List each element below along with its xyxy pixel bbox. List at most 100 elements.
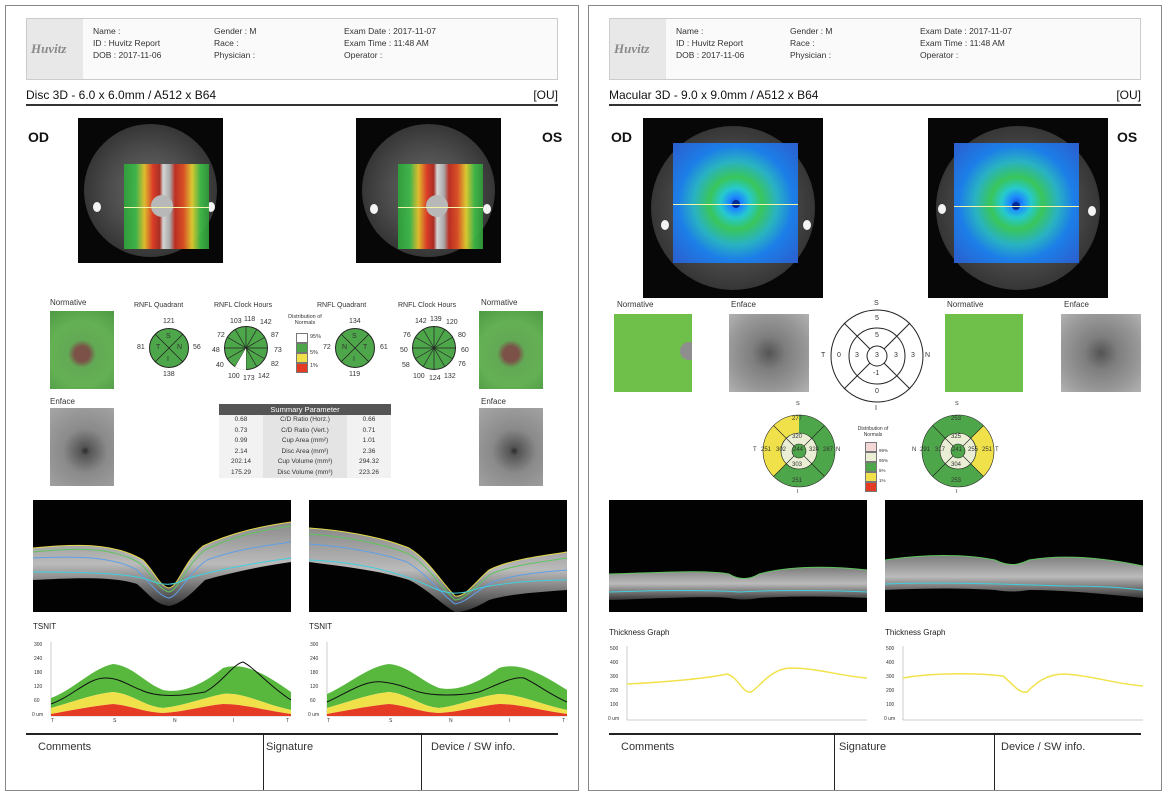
od-enface-image	[50, 408, 114, 486]
os-normative-map	[479, 311, 543, 389]
report-footer: Comments Signature Device / SW info.	[26, 733, 558, 790]
ou-label: [OU]	[1116, 88, 1141, 102]
table-row: 202.14 Cup Volume (mm³) 294.32	[219, 457, 391, 468]
patient-id: ID : Huvitz Report	[93, 38, 161, 48]
logo-box: Huvitz	[610, 19, 666, 79]
od-thickness-graph	[609, 644, 867, 726]
od-rnfl-quadrant-chart: S T N I	[149, 328, 189, 368]
table-row: 0.73 C/D Ratio (Vert.) 0.71	[219, 425, 391, 436]
os-rnfl-quadrant-title: RNFL Quadrant	[317, 302, 367, 309]
comments-label: Comments	[38, 741, 92, 753]
od-etdrs-thickness-map: S 277 320 T 251 302 244 324 287 N 303 25…	[753, 401, 841, 495]
od-tsnit-graph	[33, 638, 291, 720]
od-rnfl-clock-chart	[224, 326, 268, 370]
patient-gender: Gender : M	[790, 26, 833, 36]
exam-date: Exam Date : 2017-11-07	[920, 26, 1012, 36]
patient-gender: Gender : M	[214, 26, 257, 36]
exam-time: Exam Time : 11:48 AM	[344, 38, 429, 48]
os-enface-image	[1061, 314, 1141, 392]
ou-label: [OU]	[533, 88, 558, 102]
table-row: 0.68 C/D Ratio (Horz.) 0.66	[219, 415, 391, 426]
signature-label: Signature	[839, 741, 887, 753]
distribution-legend-title: Distribution of Normals	[288, 314, 322, 326]
legend-99	[865, 442, 877, 452]
os-enface-image	[479, 408, 543, 486]
os-label: OS	[1117, 129, 1138, 145]
od-fundus-image	[78, 118, 223, 263]
od-label: OD	[611, 129, 632, 145]
exam-info: Exam Date : 2017-11-07 Exam Time : 11:48…	[344, 25, 436, 61]
os-thickness-graph	[885, 644, 1143, 726]
patient-info: Name : ID : Huvitz Report DOB : 2017-11-…	[93, 25, 161, 61]
scan-title-bar: Macular 3D - 9.0 x 9.0mm / A512 x B64 [O…	[609, 86, 1141, 106]
os-rnfl-quadrant-chart: S N T I	[335, 328, 375, 368]
od-enface-image	[729, 314, 809, 392]
legend-95	[296, 333, 308, 343]
legend-5	[865, 462, 877, 472]
physician: Physician :	[790, 50, 832, 60]
exam-date: Exam Date : 2017-11-07	[344, 26, 436, 36]
summary-title: Summary Parameter	[219, 404, 391, 415]
operator: Operator :	[344, 50, 383, 60]
operator: Operator :	[920, 50, 959, 60]
patient-dob: DOB : 2017-11-06	[93, 50, 162, 60]
os-fundus-image	[928, 118, 1108, 298]
os-bscan-image	[885, 500, 1143, 612]
od-enface-label: Enface	[731, 300, 756, 309]
comments-label: Comments	[621, 741, 675, 753]
table-row: 2.14 Disc Area (mm²) 2.36	[219, 446, 391, 457]
patient-id: ID : Huvitz Report	[676, 38, 744, 48]
od-label: OD	[28, 129, 49, 145]
exam-info: Exam Date : 2017-11-07 Exam Time : 11:48…	[920, 25, 1012, 61]
od-fundus-image	[643, 118, 823, 298]
os-enface-label: Enface	[481, 397, 506, 406]
os-etdrs-thickness-map: S 253 325 N 291 317 241 255 251 T 304 25…	[912, 401, 999, 495]
od-normative-map	[50, 311, 114, 389]
os-fundus-image	[356, 118, 501, 263]
od-tsnit-title: TSNIT	[33, 622, 57, 631]
patient-info: Name : ID : Huvitz Report DOB : 2017-11-…	[676, 25, 744, 61]
legend-1	[296, 353, 308, 363]
od-bscan-image	[609, 500, 867, 612]
os-rnfl-clock-chart	[412, 326, 456, 370]
os-tsnit-graph	[309, 638, 567, 720]
device-info-label: Device / SW info.	[1001, 741, 1086, 753]
os-rnfl-clock-title: RNFL Clock Hours	[398, 302, 457, 309]
od-normative-label: Normative	[617, 300, 654, 309]
patient-dob: DOB : 2017-11-06	[676, 50, 745, 60]
legend-red	[865, 482, 877, 492]
patient-race: Race :	[790, 38, 815, 48]
table-row: 0.99 Cup Area (mm²) 1.01	[219, 436, 391, 447]
huvitz-logo: Huvitz	[31, 41, 67, 56]
device-info-label: Device / SW info.	[431, 741, 516, 753]
od-enface-label: Enface	[50, 397, 75, 406]
os-label: OS	[542, 129, 563, 145]
od-rnfl-clock-title: RNFL Clock Hours	[214, 302, 273, 309]
od-normative-label: Normative	[50, 298, 87, 307]
os-thickness-title: Thickness Graph	[885, 628, 946, 637]
od-normative-map	[614, 314, 692, 392]
huvitz-logo: Huvitz	[614, 41, 650, 56]
demographics-info: Gender : M Race : Physician :	[790, 25, 833, 61]
os-tsnit-title: TSNIT	[309, 622, 333, 631]
os-normative-map	[945, 314, 1023, 392]
patient-name: Name :	[676, 26, 704, 36]
thickness-difference-grid: S 5 5 3 T 0 3 3 3 N -1 0 I	[821, 300, 931, 412]
report-footer: Comments Signature Device / SW info.	[609, 733, 1141, 790]
table-row: 175.29 Disc Volume (mm³) 223.26	[219, 467, 391, 478]
od-thickness-title: Thickness Graph	[609, 628, 670, 637]
disc-report-page: Huvitz Name : ID : Huvitz Report DOB : 2…	[5, 5, 579, 791]
macular-report-page: Huvitz Name : ID : Huvitz Report DOB : 2…	[588, 5, 1162, 791]
distribution-legend-title: Distribution of Normals	[857, 426, 889, 438]
os-bscan-image	[309, 500, 567, 612]
summary-parameter-table: Summary Parameter 0.68 C/D Ratio (Horz.) 0…	[219, 404, 391, 478]
scan-title-bar: Disc 3D - 6.0 x 6.0mm / A512 x B64 [OU]	[26, 86, 558, 106]
patient-race: Race :	[214, 38, 239, 48]
os-enface-label: Enface	[1064, 300, 1089, 309]
os-normative-label: Normative	[947, 300, 984, 309]
os-normative-label: Normative	[481, 298, 518, 307]
legend-95	[865, 452, 877, 462]
legend-red	[296, 363, 308, 373]
logo-box: Huvitz	[27, 19, 83, 79]
legend-1	[865, 472, 877, 482]
